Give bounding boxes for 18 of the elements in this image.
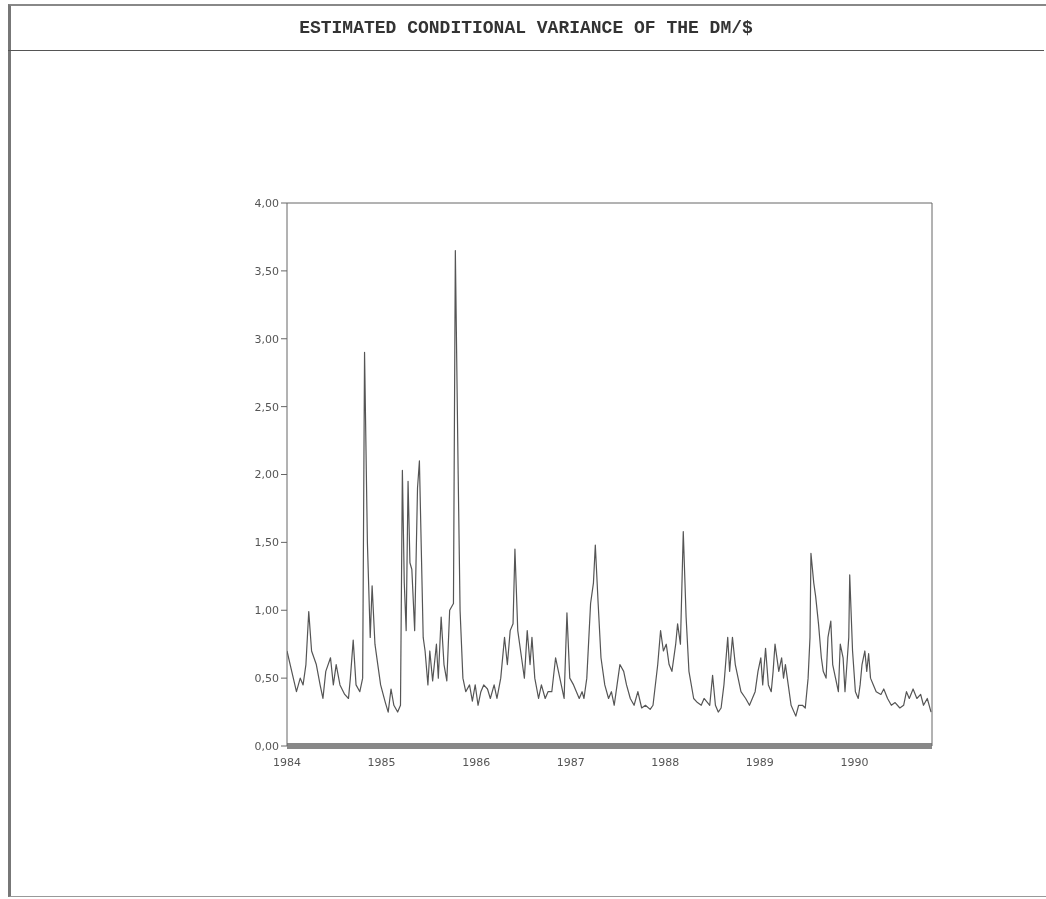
- y-tick-label: 3,00: [254, 332, 279, 346]
- x-tick-label: 1984: [273, 755, 301, 769]
- chart-title: ESTIMATED CONDITIONAL VARIANCE OF THE DM/$: [8, 6, 1044, 51]
- x-tick-label: 1985: [367, 755, 396, 769]
- y-tick-label: 3,50: [254, 264, 279, 278]
- y-tick-label: 1,50: [254, 536, 279, 550]
- y-tick-label: 2,50: [254, 400, 279, 414]
- y-tick-label: 2,00: [254, 468, 279, 482]
- y-tick-label: 0,00: [254, 739, 279, 753]
- x-tick-label: 1990: [840, 755, 869, 769]
- y-tick-label: 4,00: [254, 196, 279, 210]
- x-tick-label: 1987: [556, 755, 585, 769]
- y-tick-label: 1,00: [254, 604, 279, 618]
- x-tick-label: 1989: [745, 755, 774, 769]
- x-tick-label: 1988: [651, 755, 680, 769]
- line-series: [287, 249, 932, 717]
- x-tick-label: 1986: [462, 755, 491, 769]
- y-tick-label: 0,50: [254, 672, 279, 686]
